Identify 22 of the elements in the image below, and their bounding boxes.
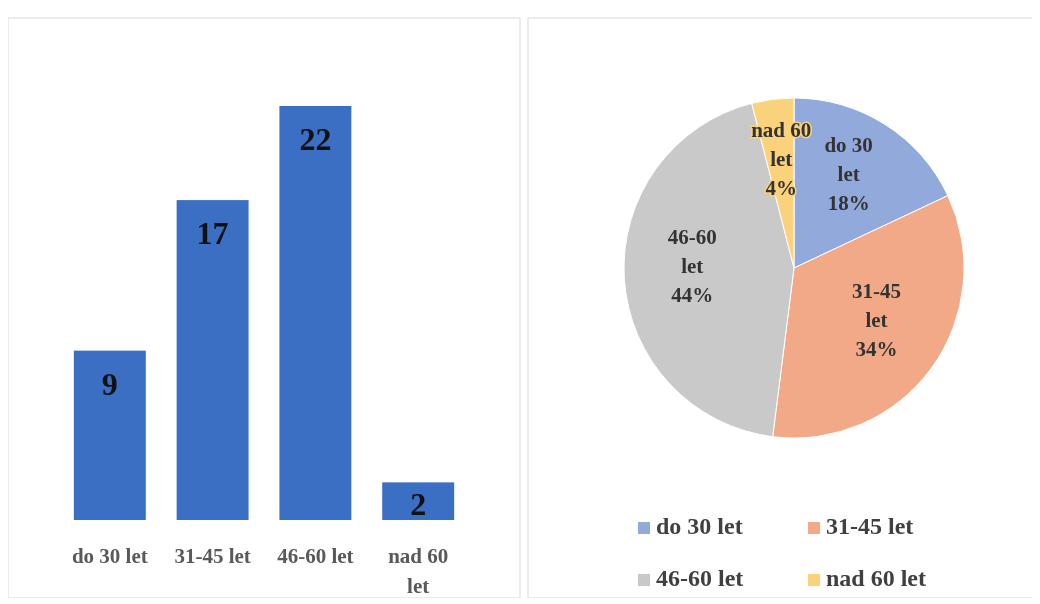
x-tick-label: nad 60 let <box>388 544 449 598</box>
bar <box>382 482 455 520</box>
x-tick-label: 46-60 let <box>277 544 354 568</box>
data-label: 17 <box>196 215 229 252</box>
slice-label: 46-60 let <box>667 225 717 279</box>
data-label: 44% <box>671 283 714 308</box>
legend-label: 31-45 let <box>826 513 914 539</box>
bar <box>73 350 146 520</box>
slice-label: do 30 let <box>824 132 873 186</box>
data-label: 34% <box>855 336 898 361</box>
legend-label: do 30 let <box>656 513 743 539</box>
data-label: 9 <box>101 365 118 402</box>
slice-label: 31-45 let <box>852 278 902 332</box>
data-label: 2 <box>410 486 427 522</box>
x-tick-label: do 30 let <box>71 544 148 568</box>
bar <box>176 200 249 520</box>
data-label: 22 <box>299 121 332 157</box>
legend-label: nad 60 let <box>826 565 927 591</box>
bar <box>279 106 352 520</box>
x-tick-label: 31-45 let <box>174 544 251 568</box>
data-label: 18% <box>827 190 870 215</box>
legend-label: 46-60 let <box>656 565 744 591</box>
